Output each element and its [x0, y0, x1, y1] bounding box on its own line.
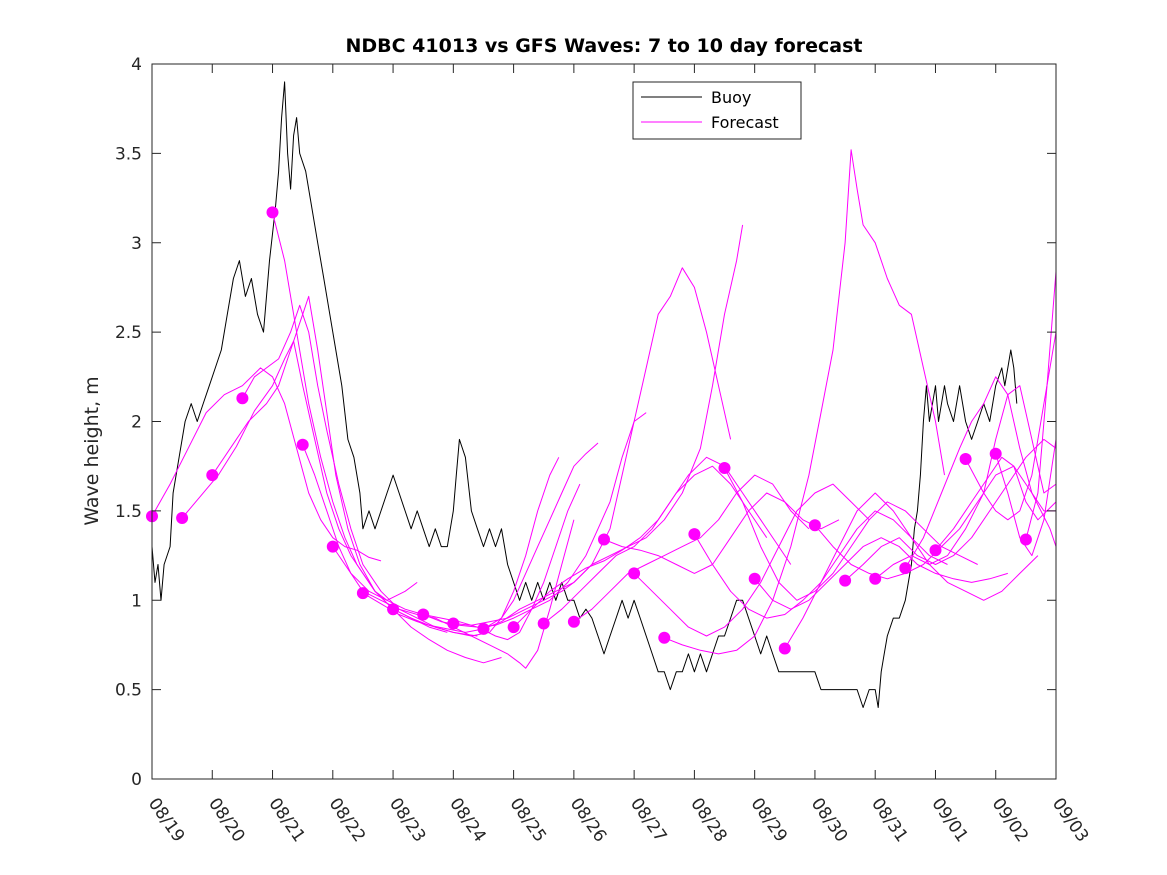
- forecast-marker: [628, 567, 641, 580]
- forecast-marker: [658, 631, 671, 644]
- series-line-forecast: [1025, 271, 1057, 540]
- y-tick-label: 3.5: [115, 144, 142, 164]
- legend-buoy-label: Buoy: [711, 88, 751, 107]
- series-line-forecast: [814, 465, 1057, 580]
- forecast-marker: [507, 621, 520, 634]
- forecast-marker: [417, 608, 430, 621]
- forecast-marker: [296, 438, 309, 451]
- marker-layer: [146, 206, 1032, 655]
- forecast-marker: [778, 642, 791, 655]
- series-line-forecast: [724, 467, 978, 601]
- forecast-marker: [447, 617, 460, 630]
- forecast-marker: [206, 469, 219, 482]
- legend-forecast-label: Forecast: [711, 113, 779, 132]
- series-line-forecast: [844, 438, 1057, 581]
- series-line-forecast: [573, 474, 810, 623]
- axes-background: [152, 64, 1056, 779]
- y-tick-label: 2: [131, 413, 142, 433]
- legend-box: [632, 81, 802, 140]
- forecast-marker: [387, 603, 400, 616]
- series-line-forecast: [995, 439, 1057, 557]
- forecast-marker: [959, 453, 972, 465]
- forecast-marker: [989, 447, 1002, 460]
- forecast-marker: [266, 206, 279, 219]
- forecast-marker: [477, 622, 490, 635]
- forecast-marker: [748, 572, 761, 585]
- y-tick-label: 1: [131, 591, 142, 611]
- series-line-forecast: [754, 537, 1008, 610]
- y-tick-label: 2.5: [115, 323, 142, 343]
- series-line-forecast: [423, 412, 647, 628]
- series-line-forecast: [543, 456, 792, 624]
- forecast-marker: [567, 615, 580, 628]
- forecast-marker: [718, 462, 731, 474]
- forecast-marker: [236, 392, 249, 405]
- plot-area: 08/19 08/20 08/21 08/22 08/23 08/24 08/25 08/26…: [115, 55, 1092, 846]
- series-line-forecast: [633, 483, 870, 637]
- y-tick-label: 3: [131, 234, 142, 254]
- y-tick-label: 1.5: [115, 502, 142, 522]
- forecast-marker: [808, 519, 821, 532]
- series-line-forecast: [453, 267, 732, 626]
- forecast-marker: [869, 572, 882, 585]
- forecast-marker: [598, 533, 610, 546]
- y-tick-label: 0.5: [115, 681, 142, 701]
- forecast-marker: [839, 574, 852, 587]
- forecast-marker: [1019, 533, 1032, 546]
- series-line-forecast: [784, 492, 1039, 649]
- forecast-marker: [176, 512, 189, 524]
- forecast-marker: [537, 617, 550, 630]
- forecast-marker: [326, 540, 339, 553]
- chart-title: NDBC 41013 vs GFS Waves: 7 to 10 day for…: [345, 35, 862, 57]
- series-line-forecast: [904, 376, 1056, 569]
- y-tick-label: 4: [131, 55, 142, 75]
- series-line-forecast: [362, 457, 560, 637]
- legend: Buoy Forecast: [632, 81, 802, 140]
- series-line-forecast: [935, 456, 1057, 551]
- forecast-marker: [688, 528, 701, 541]
- y-axis-label: Wave height, m: [81, 376, 103, 525]
- series-layer: [151, 81, 1057, 708]
- forecast-marker: [356, 587, 369, 600]
- y-axis: 0 0.5 1 1.5 2 2.5 3 3.5 4: [115, 55, 1056, 790]
- series-line-forecast: [392, 442, 599, 633]
- series-line-forecast: [272, 212, 502, 664]
- y-tick-label: 0: [131, 770, 142, 790]
- forecast-marker: [899, 562, 912, 575]
- series-line-forecast: [603, 492, 840, 574]
- series-line-forecast: [664, 149, 945, 655]
- series-line-forecast: [513, 465, 768, 628]
- forecast-marker: [929, 544, 942, 557]
